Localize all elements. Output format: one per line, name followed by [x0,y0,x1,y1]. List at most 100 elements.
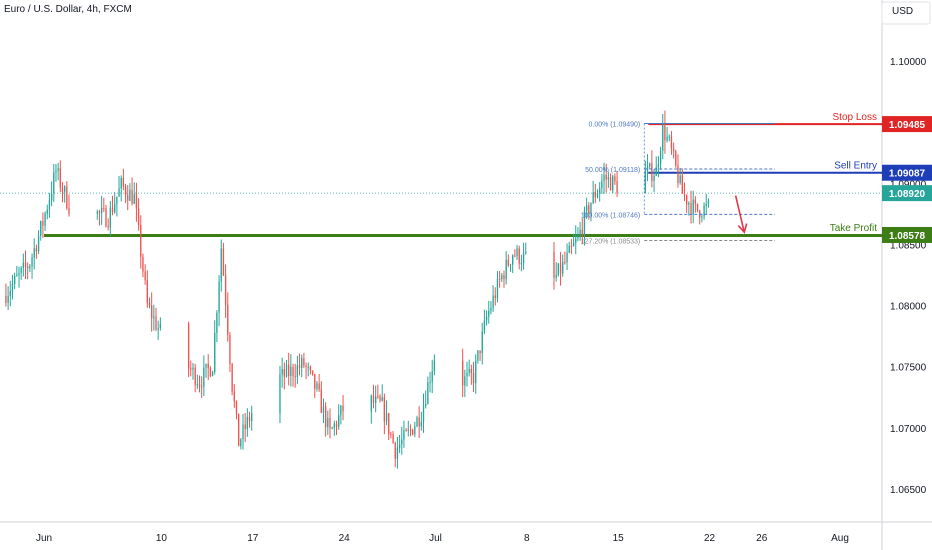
candle-body [114,204,116,213]
candle-body [503,275,505,280]
candle-body [314,373,316,389]
candle-body [290,366,292,376]
candle-body [666,136,668,141]
candle-body [507,259,510,266]
time-tick-label: 17 [247,533,259,544]
candle-body [568,245,570,253]
price-tick-label: 1.06500 [890,485,927,496]
candle-body [703,205,705,217]
candle-body [111,207,114,213]
candle-body [659,150,662,165]
candle-body [20,267,22,273]
candle-body [505,259,507,280]
candle-body [470,368,473,374]
candle-body [144,271,146,281]
candle-body [461,360,464,386]
candle-body [581,229,583,236]
candle-body [338,415,340,427]
candle-body [140,225,142,257]
time-tick-label: 26 [756,533,768,544]
candle-body [496,278,499,299]
candle-body [685,195,688,205]
candle-body [105,208,107,227]
candle-body [390,433,392,435]
candle-body [227,304,229,335]
candle-body [398,444,401,448]
candle-body [492,295,494,308]
candle-body [31,257,33,267]
candle-body [53,172,55,194]
candle-body [490,307,492,311]
candle-body [305,365,307,368]
candle-body [29,266,31,269]
candle-body [411,429,414,435]
candle-body [468,368,470,373]
candle-body [237,413,240,447]
candle-body [155,316,157,330]
price-tick-label: 1.09000 [890,179,927,190]
candle-body [670,136,673,149]
candle-body [205,363,207,368]
candle-body [466,372,468,377]
candle-body [694,199,697,204]
candle-body [13,275,16,285]
candle-body [63,186,66,192]
level-price-label: 1.09087 [889,169,926,180]
candle-body [342,405,344,412]
chart-title: Euro / U.S. Dollar, 4h, FXCM [4,4,132,15]
candle-body [509,264,512,266]
candle-body [327,417,329,427]
candle-body [40,221,42,236]
current-price-label: 1.08920 [889,189,926,200]
price-tick-label: 1.10000 [890,57,927,68]
candle-body [431,371,433,383]
currency-label[interactable]: USD [892,6,914,17]
candle-body [329,417,331,429]
candle-body [479,350,481,354]
candle-body [370,395,372,412]
candle-body [187,323,190,369]
candle-body [198,384,201,387]
candle-body [614,176,616,182]
candle-body [309,366,312,371]
candle-body [407,429,409,431]
candle-body [553,251,555,278]
candle-body [409,429,412,431]
candle-body [675,151,677,166]
currency-button-frame [881,1,931,25]
candle-body [583,210,586,236]
candle-body [585,205,588,211]
candle-body [372,395,375,403]
candle-body [307,366,309,368]
candle-body [677,165,679,184]
candle-body [664,123,666,141]
candle-body [35,248,38,252]
candle-body [131,189,133,204]
candle-body [420,422,423,427]
candle-body [124,186,127,196]
candle-body [377,396,379,398]
candle-body [381,397,383,401]
candle-body [133,194,135,204]
time-tick-label: 8 [524,533,530,544]
candle-body [37,235,40,252]
candle-body [516,248,518,256]
candle-body [429,382,431,384]
candle-body [5,295,7,303]
candle-body [207,363,209,369]
candle-body [559,263,562,274]
candle-body [201,386,203,388]
candle-body [564,261,566,263]
candle-body [22,262,25,268]
candle-body [244,424,246,430]
candle-body [59,168,61,188]
candle-body [681,175,683,194]
candle-body [518,248,520,264]
candle-body [216,312,218,333]
candle-body [240,439,242,447]
candle-body [403,430,405,440]
candle-body [220,248,222,282]
fib-level-label: 0.00% (1.09490) [588,121,640,128]
